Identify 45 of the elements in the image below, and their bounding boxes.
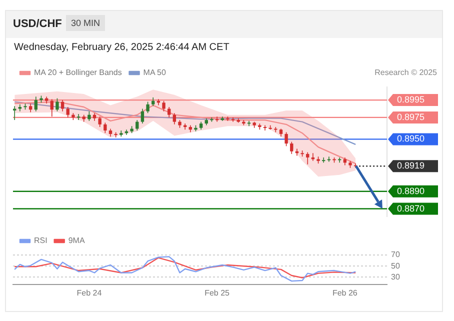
y-tick-label: 0.8890 [397,186,425,196]
candlestick [322,157,326,164]
candlestick [13,106,16,120]
candlestick [247,120,251,127]
candlestick [168,106,171,118]
y-tick-label: 0.8975 [397,112,425,122]
candlestick [306,152,310,165]
y-tick-label: 0.8870 [397,203,425,214]
candlestick [76,114,80,120]
candlestick [338,157,342,164]
y-tick-label: 0.8950 [397,134,425,144]
y-tick-label: 0.8919 [397,160,425,171]
legend-label: 9MA [68,236,86,246]
y-tick-label: 30 [391,272,400,282]
candlestick [327,156,331,162]
chart-subtitle: Wednesday, February 26, 2025 2:46:44 AM CET [14,42,230,53]
candlestick [88,110,91,122]
legend-label: RSI [34,236,48,246]
candlestick [284,132,288,147]
candlestick [136,120,139,131]
candlestick [56,98,59,112]
candlestick [66,106,70,118]
chart-title: USD/CHF [13,18,62,30]
legend-label: MA 50 [143,68,167,78]
text: Research © 2025 [374,68,437,77]
text: 30 MIN [66,15,106,31]
candlestick [146,101,150,114]
candlestick [98,116,102,128]
candlestick [50,98,54,117]
candlestick [162,100,166,112]
candlestick [104,122,107,134]
legend-label: MA 20 + Bollinger Bands [34,68,122,78]
candlestick [290,141,294,154]
x-tick-label: Feb 25 [204,288,230,298]
candlestick [34,96,38,112]
candlestick [172,112,176,125]
x-tick-label: Feb 26 [332,288,358,298]
candlestick [215,116,219,122]
candlestick [140,108,144,124]
x-tick-label: Feb 24 [76,288,102,298]
y-tick-label: 70 [391,250,400,260]
y-tick-label: 50 [391,261,400,270]
y-tick-label: 0.8995 [397,94,425,105]
candlestick [263,124,267,131]
candlestick [231,117,235,122]
